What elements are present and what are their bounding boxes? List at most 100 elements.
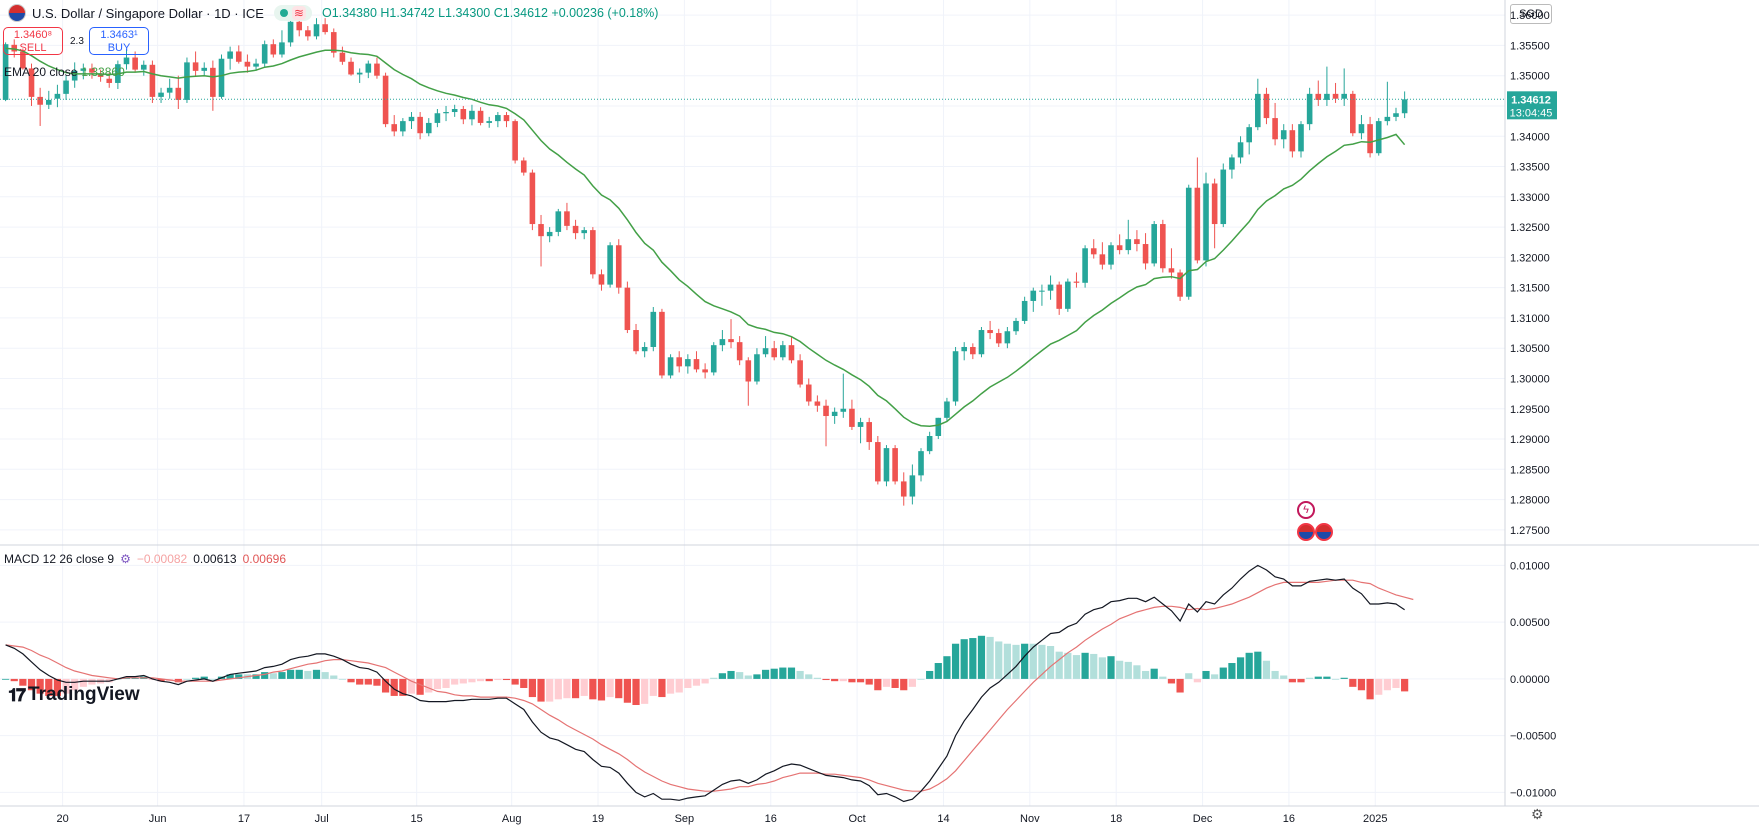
candle [892, 445, 898, 485]
histogram-bar [381, 678, 390, 693]
buy-button[interactable]: 1.3463¹ BUY [89, 27, 149, 55]
histogram-bar [1401, 678, 1409, 692]
candle-body [1021, 300, 1028, 321]
candle-body [538, 224, 544, 237]
histogram-bar [330, 675, 338, 679]
histogram-bar [528, 678, 536, 698]
histogram-bar [770, 668, 778, 679]
candle-body [961, 346, 967, 352]
macd-legend[interactable]: MACD 12 26 close 9 ⚙ −0.00082 0.00613 0.… [4, 552, 286, 566]
histogram-bar [1176, 678, 1184, 693]
candle-body [63, 80, 69, 94]
candle [279, 30, 285, 58]
histogram-bar [1331, 678, 1340, 680]
histogram-bar [649, 678, 657, 696]
candle [80, 63, 87, 80]
histogram-bar [269, 673, 277, 679]
price-tick-label: 1.29500 [1510, 404, 1550, 416]
candle [97, 69, 104, 82]
candle [425, 118, 432, 137]
histogram-bar [597, 678, 606, 701]
time-tick-label: 16 [765, 813, 777, 825]
candle-body [1194, 187, 1201, 261]
histogram-bar [1228, 663, 1236, 679]
indicator-settings-icon[interactable]: ⚙ [120, 552, 131, 566]
logo-text: TradingView [28, 684, 140, 705]
price-axis[interactable]: 1.360001.355001.350001.345001.340001.335… [1510, 10, 1550, 537]
tradingview-logo[interactable]: 𝟏𝟕 TradingView [8, 684, 140, 706]
histogram-bar [926, 670, 934, 679]
currency-selector[interactable]: SGD [1510, 4, 1552, 24]
chart-settings-icon[interactable]: ⚙ [1531, 806, 1544, 822]
candle-body [728, 339, 734, 343]
symbol-title[interactable]: U.S. Dollar / Singapore Dollar · 1D · IC… [32, 5, 264, 21]
candle [417, 112, 423, 140]
candle [641, 342, 648, 358]
candle-body [305, 30, 311, 37]
histogram-bar [718, 673, 726, 679]
time-axis[interactable]: 20 Jun 17 Jul 15 Aug 19 Sep 16 Oct 14 Nov 18 Dec 16 202… [56, 813, 1387, 825]
candle [20, 48, 26, 70]
time-tick-label: 15 [411, 813, 423, 825]
candle [313, 18, 320, 40]
macd-line [5, 564, 1405, 803]
macd-axis[interactable]: 0.01000 0.00500 0.00000 −0.00500 −0.01000 [1510, 560, 1556, 799]
candle [322, 18, 328, 35]
sell-price: 1.3460⁸ [13, 29, 53, 41]
market-status-pill[interactable]: ≋ [273, 5, 312, 21]
candle [1384, 81, 1391, 126]
histogram-bar [1159, 676, 1167, 679]
candle [970, 343, 976, 360]
histogram-bar [390, 678, 398, 696]
candle [330, 28, 337, 58]
candle-body [348, 61, 354, 75]
histogram-bar [1306, 677, 1314, 679]
histogram-bar [1021, 643, 1029, 679]
us-event-icon[interactable] [1297, 523, 1315, 541]
us-event-icon[interactable] [1315, 523, 1333, 541]
candle-body [1013, 320, 1019, 332]
bar-countdown: 13:04:45 [1510, 107, 1553, 119]
candle-body [1401, 99, 1408, 114]
grid-lines [0, 0, 1505, 806]
candle [1056, 281, 1062, 315]
lightning-event-icon[interactable]: ϟ [1297, 501, 1315, 519]
ema-legend[interactable]: EMA 20 close 1.33860 [4, 65, 125, 79]
candle [831, 407, 838, 424]
macd-legend-label: MACD 12 26 close 9 [4, 552, 115, 566]
candle-body [201, 67, 208, 71]
histogram-bar [433, 678, 441, 690]
histogram-bar [1314, 676, 1322, 679]
candle [356, 68, 363, 83]
candle-body [641, 346, 648, 352]
candle [1177, 269, 1183, 301]
candle [840, 373, 847, 418]
price-tick-label: 1.33000 [1510, 192, 1550, 204]
candle [1298, 121, 1304, 158]
candle-body [149, 64, 156, 97]
sell-label: SELL [19, 42, 47, 54]
candle [54, 84, 61, 108]
histogram-bar [191, 677, 200, 679]
candle [1151, 221, 1157, 267]
candle-body [546, 231, 553, 237]
histogram-bar [632, 678, 640, 706]
candle-body [1375, 121, 1382, 154]
time-tick-label: Jul [315, 813, 329, 825]
candle-body [1263, 93, 1270, 119]
histogram-bar [675, 678, 683, 693]
histogram-bar [373, 678, 381, 686]
histogram-bar [900, 678, 908, 691]
histogram-bar [977, 635, 986, 679]
time-tick-label: 19 [592, 813, 604, 825]
sell-button[interactable]: 1.3460⁸ SELL [3, 27, 63, 55]
candle [503, 112, 510, 128]
candle-body [469, 110, 475, 120]
candle-body [1324, 93, 1330, 100]
candle-body [382, 75, 389, 125]
histogram-bar [666, 678, 675, 694]
time-tick-label: 20 [56, 813, 68, 825]
candle-body [814, 401, 821, 406]
candle [1065, 278, 1071, 312]
